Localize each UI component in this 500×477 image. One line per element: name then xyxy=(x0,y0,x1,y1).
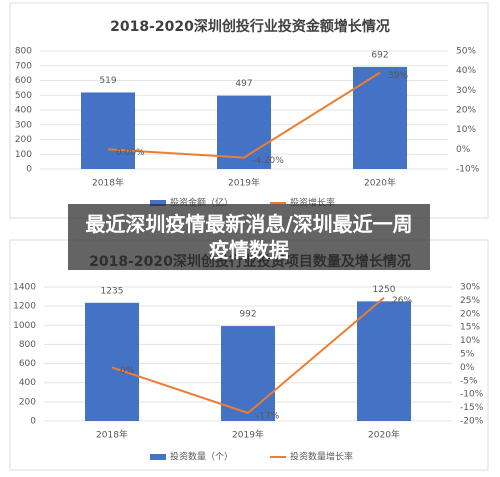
bar-label: 519 xyxy=(99,76,116,86)
y2-tick-label: 0% xyxy=(460,363,475,373)
line-label: -17% xyxy=(256,411,280,421)
x-tick-label: 2020年 xyxy=(364,177,396,189)
y2-tick-label: 15% xyxy=(460,323,480,333)
bar-label: 692 xyxy=(371,50,388,60)
line-label: 26% xyxy=(392,296,412,306)
y2-tick-label: 30% xyxy=(456,86,476,96)
line-label: 0% xyxy=(120,366,135,376)
y2-tick-label: 25% xyxy=(460,296,480,306)
y2-tick-label: 20% xyxy=(456,106,476,116)
y2-tick-label: -10% xyxy=(456,165,480,175)
bar xyxy=(353,66,407,169)
x-tick-label: 2018年 xyxy=(92,177,124,189)
legend-swatch xyxy=(150,454,166,460)
y2-tick-label: 10% xyxy=(456,125,476,135)
y-tick-label: 400 xyxy=(15,106,32,116)
bar-label: 1250 xyxy=(373,285,396,295)
legend-swatch xyxy=(150,200,166,206)
y-tick-label: 600 xyxy=(19,359,36,369)
y2-tick-label: 50% xyxy=(456,47,476,57)
y2-tick-label: 10% xyxy=(460,336,480,346)
line xyxy=(111,296,385,415)
y-tick-label: 100 xyxy=(15,150,32,160)
y-tick-label: 200 xyxy=(19,397,36,407)
y-tick-label: 800 xyxy=(19,340,36,350)
legend-label: 投资数量（个） xyxy=(170,451,233,463)
x-tick-label: 2019年 xyxy=(228,177,260,189)
line-label: 39% xyxy=(388,71,408,81)
chart-title: 2018-2020深圳创投行业投资金额增长情况 xyxy=(110,18,390,35)
bar-label: 992 xyxy=(239,310,256,320)
y-tick-label: 400 xyxy=(19,378,36,388)
x-tick-label: 2020年 xyxy=(368,429,400,441)
line xyxy=(107,71,381,159)
bar xyxy=(85,302,139,421)
y2-tick-label: 30% xyxy=(460,283,480,293)
y2-tick-label: 5% xyxy=(460,350,475,360)
line-label: 0.00% xyxy=(116,148,145,158)
y-tick-label: 700 xyxy=(15,61,32,71)
y2-tick-label: -15% xyxy=(460,403,484,413)
y-tick-label: 600 xyxy=(15,76,32,86)
y2-tick-label: -10% xyxy=(460,390,484,400)
y2-tick-label: 20% xyxy=(460,309,480,319)
banner-title: 最近深圳疫情最新消息/深圳最近一周疫情数据 xyxy=(85,212,413,262)
y-tick-label: 1000 xyxy=(13,321,36,331)
y-tick-label: 500 xyxy=(15,91,32,101)
line-label: -4.20% xyxy=(252,156,284,166)
bar xyxy=(357,301,411,421)
y2-tick-label: -20% xyxy=(460,417,484,427)
bar-label: 1235 xyxy=(101,286,124,296)
x-tick-label: 2019年 xyxy=(232,429,264,441)
bar xyxy=(81,92,135,169)
y2-tick-label: -5% xyxy=(460,376,478,386)
y-tick-label: 0 xyxy=(30,417,36,427)
y2-tick-label: 0% xyxy=(456,145,471,155)
y2-tick-label: 40% xyxy=(456,66,476,76)
y-tick-label: 1200 xyxy=(13,302,36,312)
x-tick-label: 2018年 xyxy=(96,429,128,441)
y-tick-label: 300 xyxy=(15,120,32,130)
legend-label: 投资数量增长率 xyxy=(290,451,353,463)
bar xyxy=(221,326,275,421)
y-tick-label: 200 xyxy=(15,135,32,145)
y-tick-label: 0 xyxy=(26,165,32,175)
banner: 最近深圳疫情最新消息/深圳最近一周疫情数据 xyxy=(68,204,430,270)
bar-label: 497 xyxy=(235,79,252,89)
y-tick-label: 800 xyxy=(15,47,32,57)
y-tick-label: 1400 xyxy=(13,283,36,293)
